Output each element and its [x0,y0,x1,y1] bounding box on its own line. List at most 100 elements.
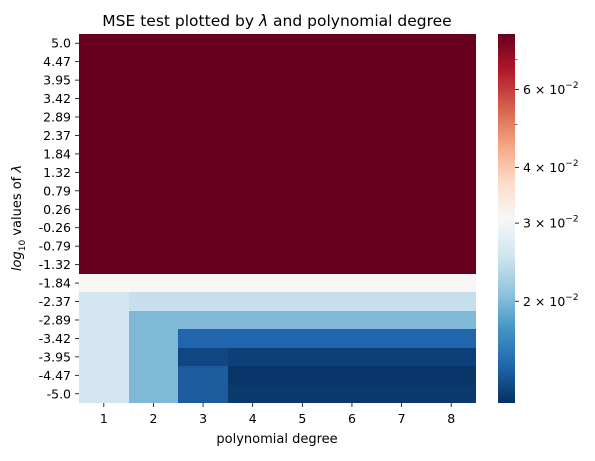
heatmap-cell [178,366,228,385]
heatmap-cell [426,366,476,385]
heatmap-cell [426,292,476,311]
heatmap-cell [129,71,178,89]
heatmap-cell [79,89,129,108]
heatmap-cell [377,163,426,182]
heatmap-cell [327,366,377,385]
heatmap-cell [228,311,278,329]
x-axis-ticks: 1 2 3 4 5 6 7 8 [100,403,455,426]
heatmap-cell [79,385,129,403]
heatmap-cell [228,200,278,219]
heatmap-cell [129,126,178,145]
heatmap-cell [278,126,327,145]
y-axis-ticks: 5.0 4.47 3.95 3.42 2.89 2.37 1.84 1.32 0.79 0.26 -… [39,36,79,401]
y-tick-label: 3.42 [43,91,71,106]
heatmap-cell [178,182,228,200]
heatmap-cell [228,182,278,200]
heatmap-cell [79,255,129,274]
heatmap-cell [178,89,228,108]
heatmap-cell [129,108,178,126]
heatmap-cell [129,182,178,200]
heatmap-cell [278,274,327,292]
heatmap-cell [228,366,278,385]
heatmap-cell [327,237,377,255]
heatmap-cell [426,52,476,71]
heatmap-cell [278,219,327,237]
x-tick-label: 6 [348,411,356,426]
heatmap-cell [129,348,178,366]
heatmap-cell [228,145,278,163]
heatmap-cell [228,34,278,52]
y-tick-label: -3.95 [39,349,71,364]
heatmap-cell [377,200,426,219]
heatmap-cell [426,145,476,163]
heatmap-cell [79,237,129,255]
heatmap-cell [278,311,327,329]
heatmap-cell [129,219,178,237]
heatmap-cell [129,89,178,108]
colorbar-gradient [498,34,515,403]
y-tick-label: 1.84 [43,146,71,161]
heatmap-cell [426,385,476,403]
heatmap-cell [178,34,228,52]
heatmap-cell [79,108,129,126]
heatmap-cell [377,34,426,52]
y-axis-label: log10 values of λ [10,165,28,271]
colorbar-tick-label: 3 × 10−2 [523,215,579,231]
heatmap-cell [278,71,327,89]
heatmap-cell [178,348,228,366]
y-tick-label: -1.32 [39,257,71,272]
heatmap-cell [278,348,327,366]
heatmap-cell [79,348,129,366]
heatmap-cell [79,71,129,89]
heatmap-cell [129,237,178,255]
colorbar: 2 × 10−2 3 × 10−2 4 × 10−2 6 × 10−2 [498,34,579,403]
heatmap-cell [228,274,278,292]
heatmap-cell [377,71,426,89]
heatmap-cell [79,329,129,348]
heatmap-cell [178,108,228,126]
heatmap-cell [129,145,178,163]
heatmap-cell [228,292,278,311]
heatmap-cell [278,200,327,219]
heatmap-cell [79,366,129,385]
heatmap-cell [278,145,327,163]
x-tick-label: 5 [298,411,306,426]
heatmap-cell [228,126,278,145]
heatmap-cell [79,292,129,311]
heatmap-cell [129,329,178,348]
heatmap-cell [129,163,178,182]
heatmap-cell [178,255,228,274]
heatmap-cell [178,71,228,89]
heatmap-cell [228,237,278,255]
heatmap-cell [327,182,377,200]
heatmap-cell [178,52,228,71]
heatmap-cell [79,274,129,292]
x-tick-label: 4 [249,411,257,426]
y-tick-label: -0.26 [39,220,71,235]
x-tick-label: 7 [398,411,406,426]
colorbar-tick-label: 6 × 10−2 [523,81,579,97]
heatmap-cell [377,366,426,385]
heatmap-cell [228,329,278,348]
y-tick-label: -2.89 [39,312,71,327]
heatmap-cell [129,52,178,71]
heatmap-cell [327,108,377,126]
x-tick-label: 8 [447,411,455,426]
heatmap-cell [178,385,228,403]
heatmap-cell [377,145,426,163]
heatmap-cell [79,52,129,71]
heatmap-cell [327,274,377,292]
x-tick-label: 2 [149,411,157,426]
heatmap-cell [79,182,129,200]
heatmap-cell [79,200,129,219]
heatmap-cell [278,237,327,255]
heatmap-cell [178,237,228,255]
heatmap-cell [228,255,278,274]
heatmap-cell [278,52,327,71]
heatmap-cell [426,237,476,255]
heatmap-cells [79,34,476,403]
heatmap-cell [178,329,228,348]
heatmap-cell [426,108,476,126]
heatmap-cell [79,145,129,163]
